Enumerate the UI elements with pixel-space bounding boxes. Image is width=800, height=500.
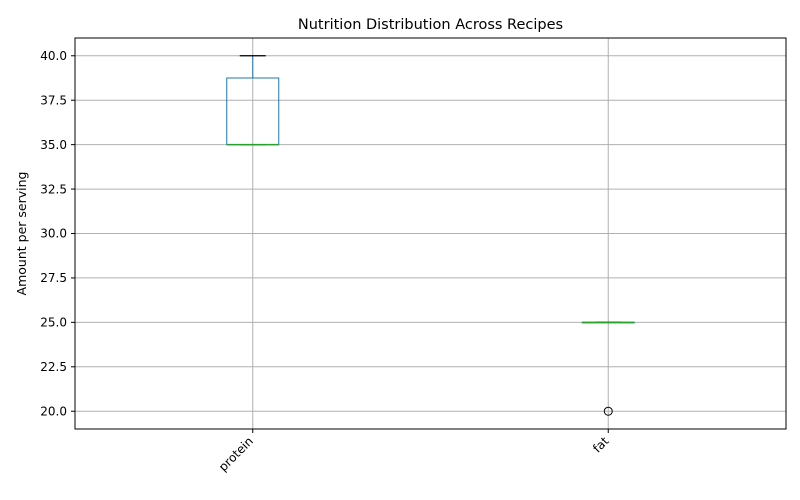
x-tick-label-protein: protein [216, 434, 256, 474]
y-tick-label: 37.5 [40, 93, 67, 107]
y-tick-label: 35.0 [40, 138, 67, 152]
chart-title: Nutrition Distribution Across Recipes [298, 17, 563, 33]
box-protein [226, 55, 280, 146]
grid-layer [75, 38, 786, 429]
x-tick-label-fat: fat [590, 434, 612, 456]
y-tick-label: 40.0 [40, 49, 67, 63]
y-tick-label: 27.5 [40, 271, 67, 285]
y-tick-label: 32.5 [40, 182, 67, 196]
y-axis-label: Amount per serving [14, 172, 29, 296]
box-fat [581, 321, 635, 416]
y-tick-label: 25.0 [40, 316, 67, 330]
y-tick-label: 20.0 [40, 404, 67, 418]
box-layer [226, 55, 635, 416]
y-tick-label: 22.5 [40, 360, 67, 374]
tick-layer: 20.0 22.5 25.0 27.5 30.0 32.5 35.0 37.5 40.0 prot… [40, 49, 611, 474]
y-tick-label: 30.0 [40, 227, 67, 241]
outlier-point [603, 406, 613, 416]
